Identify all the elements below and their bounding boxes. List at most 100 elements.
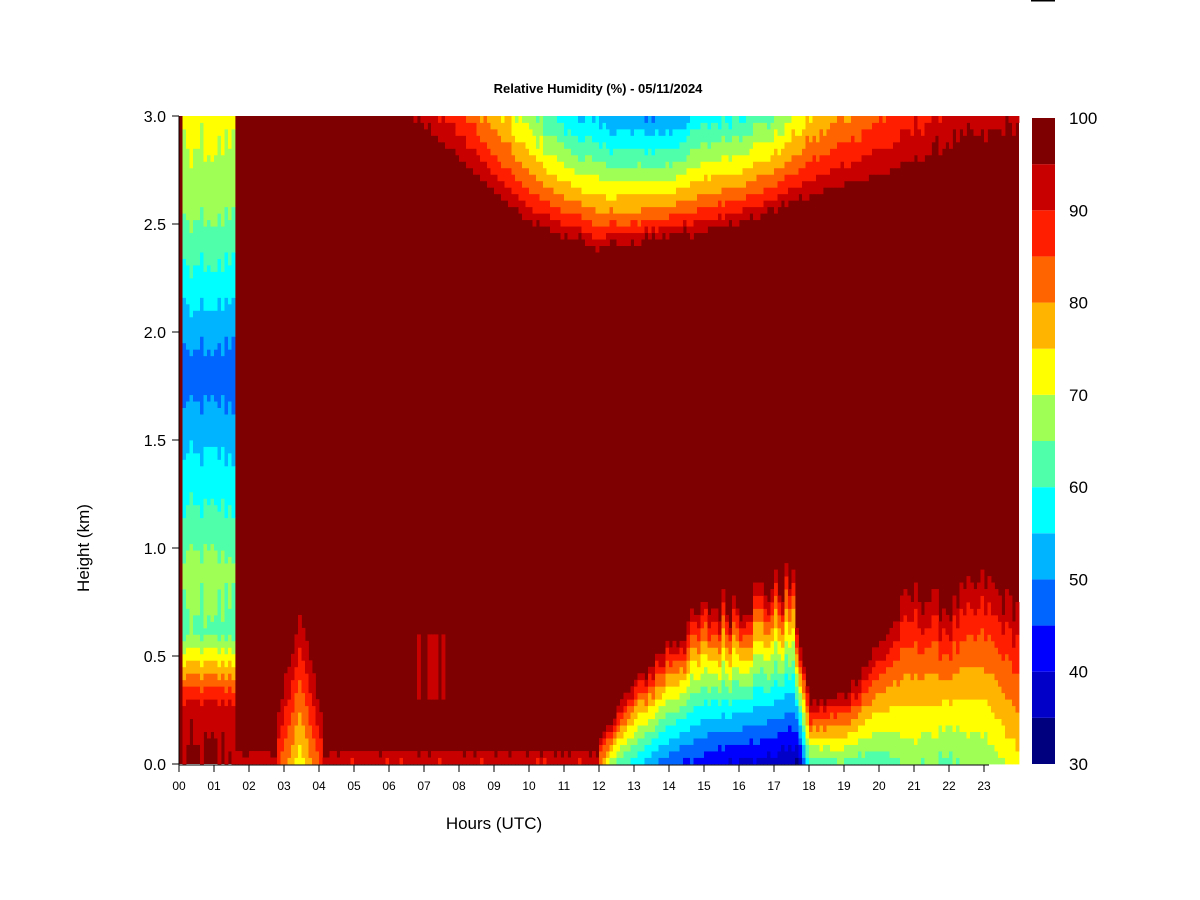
heatmap-cell <box>739 154 743 175</box>
heatmap-cell <box>732 679 736 700</box>
heatmap-cell <box>781 699 785 720</box>
heatmap-cell <box>756 653 761 674</box>
heatmap-cell <box>200 705 204 765</box>
heatmap-cell <box>840 738 845 752</box>
colorbar-tick-label: 70 <box>1069 386 1088 405</box>
heatmap-cell <box>532 213 537 227</box>
heatmap-cell <box>907 738 911 765</box>
heatmap-cell <box>725 718 729 732</box>
heatmap-cell <box>763 673 768 694</box>
heatmap-cell <box>546 116 551 136</box>
heatmap-cell <box>931 614 936 642</box>
heatmap-cell <box>609 116 614 136</box>
heatmap-cell <box>861 692 866 707</box>
heatmap-cell <box>767 602 771 616</box>
heatmap-cell <box>543 751 547 758</box>
heatmap-cell <box>837 751 841 765</box>
heatmap-cell <box>889 148 894 169</box>
heatmap-cell <box>749 116 754 136</box>
heatmap-cell <box>805 686 810 694</box>
heatmap-cell <box>697 614 701 629</box>
heatmap-cell <box>840 705 845 713</box>
heatmap-cell <box>651 699 656 707</box>
heatmap-cell <box>903 673 908 707</box>
heatmap-cell <box>714 686 719 700</box>
heatmap-cell <box>1008 116 1013 123</box>
heatmap-cell <box>627 692 631 700</box>
heatmap-cell <box>637 692 642 700</box>
heatmap-cell <box>609 232 614 240</box>
heatmap-cell <box>679 640 684 648</box>
heatmap-cell <box>644 757 649 765</box>
heatmap-cell <box>224 582 229 642</box>
heatmap-cell <box>970 634 974 668</box>
heatmap-cell <box>760 640 764 655</box>
heatmap-cell <box>655 751 659 765</box>
heatmap-cell <box>812 699 817 713</box>
heatmap-cell <box>686 634 691 648</box>
heatmap-cell <box>735 608 740 616</box>
heatmap-cell <box>935 738 939 765</box>
heatmap-cell <box>574 135 579 156</box>
heatmap-cell <box>868 116 873 130</box>
heatmap-cell <box>886 653 890 668</box>
heatmap-cell <box>823 174 827 188</box>
heatmap-cell <box>662 744 666 758</box>
heatmap-cell <box>721 731 726 752</box>
heatmap-cell <box>777 193 782 208</box>
heatmap-cell <box>774 679 778 700</box>
heatmap-cell <box>553 154 558 175</box>
heatmap-cell <box>746 621 750 635</box>
heatmap-cell <box>616 167 621 182</box>
heatmap-cell <box>749 148 754 169</box>
heatmap-cell <box>399 757 404 765</box>
heatmap-cell <box>620 712 624 720</box>
heatmap-cell <box>714 174 719 195</box>
heatmap-cell <box>315 725 320 752</box>
heatmap-cell <box>914 673 918 707</box>
heatmap-cell <box>490 751 495 765</box>
heatmap-cell <box>592 116 596 123</box>
heatmap-cell <box>522 751 526 765</box>
heatmap-cell <box>473 757 477 765</box>
heatmap-cell <box>669 647 673 655</box>
heatmap-cell <box>970 582 974 609</box>
heatmap-cell <box>725 744 729 765</box>
heatmap-cell <box>938 621 943 642</box>
heatmap-cell <box>550 219 554 234</box>
heatmap-cell <box>550 174 554 188</box>
heatmap-cell <box>690 148 694 169</box>
heatmap-cell <box>634 128 638 149</box>
heatmap-cell <box>627 193 631 214</box>
heatmap-cell <box>609 135 614 156</box>
heatmap-cell <box>819 699 824 707</box>
heatmap-cell <box>756 686 761 707</box>
heatmap-cell <box>280 699 285 726</box>
heatmap-cell <box>700 653 705 674</box>
heatmap-cell <box>508 116 512 143</box>
heatmap-cell <box>753 595 757 609</box>
heatmap-cell <box>648 744 652 758</box>
heatmap-cell <box>228 148 232 221</box>
heatmap-cell <box>634 219 638 234</box>
heatmap-cell <box>788 595 792 609</box>
heatmap-cell <box>588 135 593 156</box>
heatmap-cell <box>620 148 624 169</box>
heatmap-cell <box>525 757 530 765</box>
heatmap-cell <box>774 569 778 583</box>
heatmap-cell <box>798 712 803 726</box>
heatmap-cell <box>196 660 201 674</box>
heatmap-cell <box>662 116 666 136</box>
heatmap-cell <box>924 731 929 765</box>
heatmap-cell <box>189 116 194 169</box>
heatmap-cell <box>749 738 754 758</box>
heatmap-cell <box>718 621 722 635</box>
heatmap-cell <box>595 239 600 253</box>
heatmap-cell <box>991 673 995 713</box>
heatmap-cell <box>515 116 519 123</box>
heatmap-cell <box>672 213 677 227</box>
heatmap-cell <box>760 161 764 175</box>
heatmap-cell <box>385 757 390 765</box>
heatmap-cell <box>924 647 929 674</box>
heatmap-cell <box>536 213 540 221</box>
